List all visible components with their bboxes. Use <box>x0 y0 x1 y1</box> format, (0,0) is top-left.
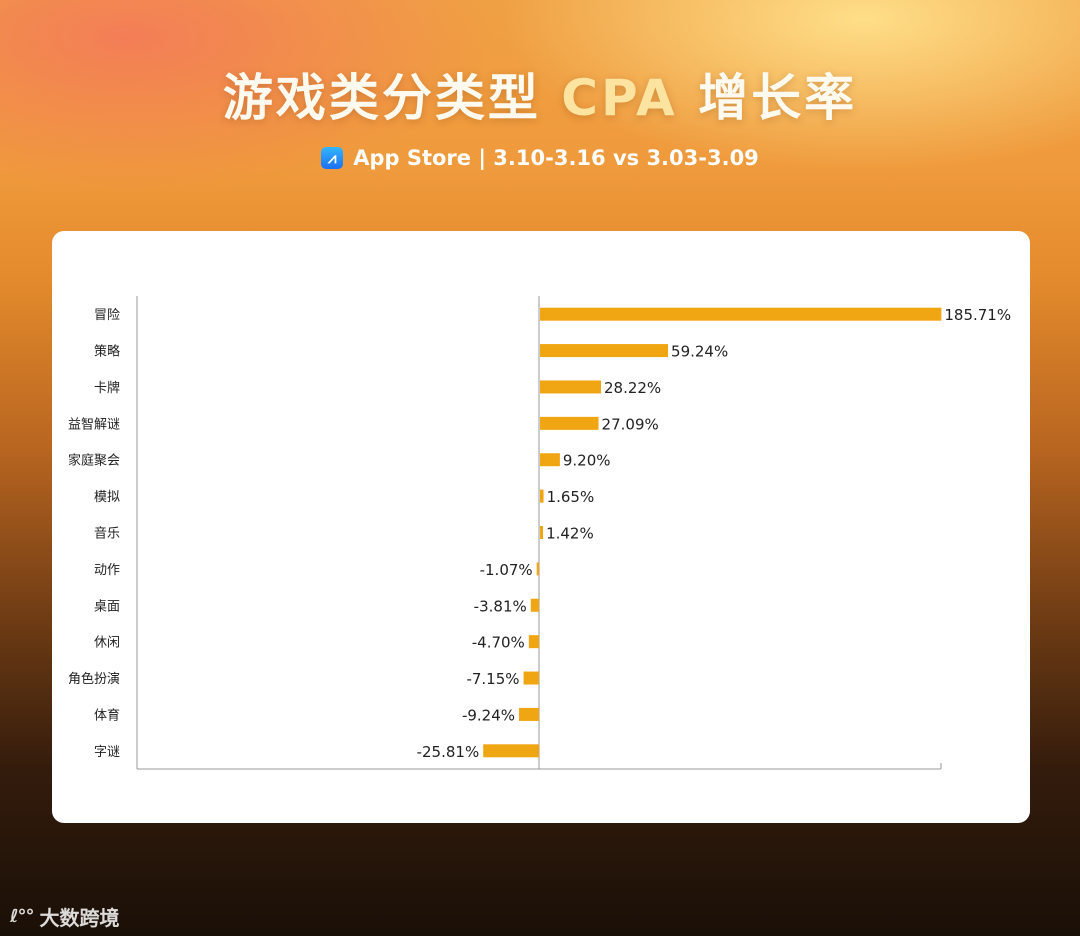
category-label: 动作 <box>94 563 120 578</box>
value-label: 28.22% <box>604 379 661 397</box>
category-label: 模拟 <box>94 490 120 505</box>
value-label: -1.07% <box>480 561 533 579</box>
category-label: 策略 <box>94 344 120 360</box>
value-label: 1.42% <box>546 525 594 543</box>
bar <box>536 562 539 576</box>
brand-logo-icon: ℓ°° <box>10 906 34 927</box>
value-label: -4.70% <box>472 634 525 652</box>
bar <box>523 671 539 685</box>
bar <box>540 416 599 430</box>
app-store-icon: ⩘ <box>321 147 344 169</box>
bar <box>540 307 942 321</box>
category-label: 休闲 <box>94 636 120 651</box>
value-label: -3.81% <box>474 597 527 615</box>
value-label: 185.71% <box>944 306 1011 324</box>
chart-subtitle: ⩘ App Store | 3.10-3.16 vs 3.03-3.09 <box>0 146 1080 170</box>
bar <box>540 344 669 358</box>
bar <box>540 453 560 467</box>
category-label: 益智解谜 <box>68 417 120 432</box>
bar <box>540 489 544 503</box>
category-label: 体育 <box>94 707 120 723</box>
value-label: 9.20% <box>563 452 611 470</box>
chart-title: 游戏类分类型 CPA 增长率 <box>0 58 1080 130</box>
title-highlight: CPA <box>561 69 678 127</box>
value-label: 27.09% <box>602 415 659 433</box>
category-label: 桌面 <box>94 599 120 614</box>
value-label: -7.15% <box>466 670 519 688</box>
bar <box>519 707 539 721</box>
title-main: 游戏类分类型 <box>222 69 541 127</box>
value-label: -9.24% <box>462 706 515 724</box>
brand-name: 大数跨境 <box>39 906 120 930</box>
category-label: 冒险 <box>94 308 120 323</box>
value-label: 59.24% <box>671 343 728 361</box>
chart-card: 冒险 185.71% 策略 59.24% 卡牌 28.22% 益智解谜 27.09% 家庭聚会 9… <box>52 231 1030 823</box>
value-label: -25.81% <box>417 743 480 761</box>
title-end: 增长率 <box>698 69 858 127</box>
category-label: 卡牌 <box>94 380 120 396</box>
value-label: 1.65% <box>547 488 595 506</box>
bar-chart: 冒险 185.71% 策略 59.24% 卡牌 28.22% 益智解谜 27.09% 家庭聚会 9… <box>68 296 1011 770</box>
category-label: 角色扮演 <box>68 671 120 687</box>
bar <box>540 526 544 539</box>
category-label: 家庭聚会 <box>68 453 120 469</box>
subtitle-text: App Store | 3.10-3.16 vs 3.03-3.09 <box>353 146 759 170</box>
brand-watermark: ℓ°° 大数跨境 <box>10 902 120 931</box>
category-label: 字谜 <box>94 745 120 760</box>
category-label: 音乐 <box>94 526 120 542</box>
bar <box>540 380 601 394</box>
bar <box>483 744 539 758</box>
bar <box>528 635 539 649</box>
bar <box>530 598 539 612</box>
